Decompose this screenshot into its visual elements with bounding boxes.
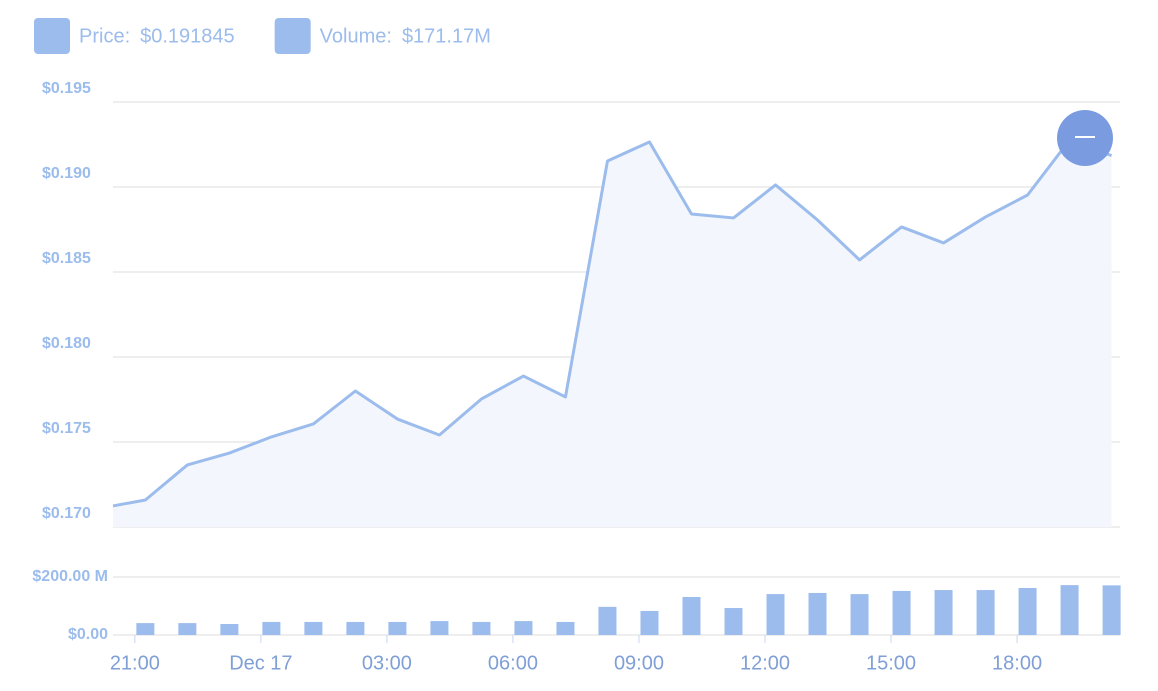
price-area [113,140,1112,527]
volume-bar [766,594,785,635]
legend-swatch [274,18,311,54]
x-tick-label: 09:00 [614,652,664,674]
y-tick-label: $0.185 [42,250,91,267]
y-tick-label: $0.195 [42,80,91,97]
volume-bar [976,590,995,635]
volume-bar [598,606,617,635]
volume-bar [1102,585,1121,635]
x-tick-label: 12:00 [740,652,790,674]
zoom-button[interactable] [1057,110,1113,166]
y-tick-label: $0.190 [42,165,91,182]
x-tick-label: Dec 17 [229,652,292,674]
volume-bar [808,592,827,635]
volume-bar [892,590,911,635]
volume-bar [640,610,659,635]
x-tick-label: 15:00 [866,652,916,674]
volume-bar [724,608,743,635]
legend-value: $171.17M [402,25,491,47]
legend-value: $0.191845 [140,25,235,47]
volume-bar [682,597,701,635]
volume-bar [178,623,197,635]
y-tick-label: $0.180 [42,335,91,352]
volume-bar [556,621,575,635]
volume-bar [388,621,407,635]
x-tick-label: 18:00 [992,652,1042,674]
volume-bar [136,623,155,635]
volume-bar [472,621,491,635]
legend-swatch [34,18,70,54]
volume-bar [1018,588,1037,635]
y-tick-label: $0.175 [42,420,91,437]
volume-bar [304,621,323,635]
x-tick-label: 06:00 [488,652,538,674]
volume-bar [346,621,365,635]
volume-bar [220,623,239,635]
y-tick-label: $200.00 M [32,568,108,585]
legend-item[interactable]: Price: $0.191845 [34,18,235,54]
legend-label: Volume: [320,25,392,47]
y-tick-label: $0.170 [42,505,91,522]
legend-label: Price: [79,25,130,47]
legend-item[interactable]: Volume: $171.17M [274,18,491,54]
x-tick-label: 21:00 [110,652,160,674]
volume-bar [262,621,281,635]
volume-bar [1060,585,1079,635]
x-tick-label: 03:00 [362,652,412,674]
volume-bar [934,590,953,635]
volume-bar [514,621,533,635]
price-line [112,138,1113,508]
volume-bar [850,594,869,635]
y-tick-label: $0.00 [68,626,108,643]
volume-bar [430,621,449,635]
